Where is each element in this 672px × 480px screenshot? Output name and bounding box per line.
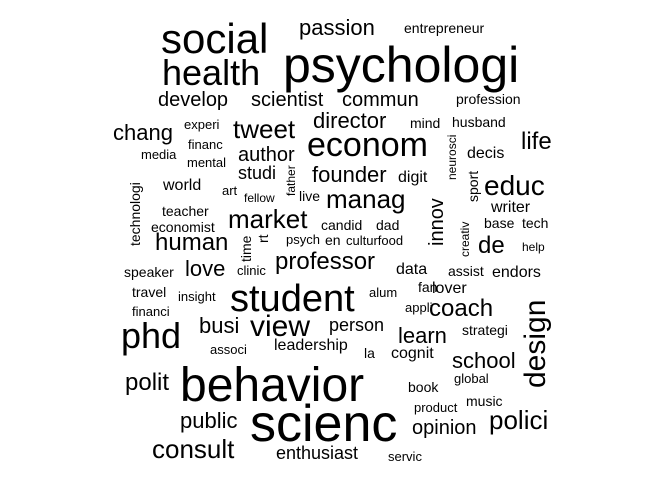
cloud-word: chang [113,120,173,145]
cloud-word: assist [448,263,484,279]
cloud-word: manag [326,184,406,214]
cloud-word: culturfood [346,233,404,248]
cloud-word: dad [376,217,400,233]
cloud-word: clinic [237,263,266,278]
cloud-word: love [185,256,226,281]
cloud-word: behavior [180,359,365,412]
cloud-word: husband [452,114,506,130]
cloud-word: live [299,188,321,204]
cloud-word: economist [151,219,215,235]
cloud-word: writer [491,199,531,216]
cloud-word: tech [522,215,549,231]
cloud-word: mental [187,155,227,170]
cloud-word: neurosci [445,134,459,180]
cloud-word: servic [388,449,422,464]
cloud-word: media [141,147,177,162]
cloud-word: educ [484,170,545,201]
cloud-word: profession [456,91,521,107]
cloud-word: speaker [124,264,174,280]
cloud-word: person [329,315,385,335]
cloud-word: book [408,379,439,395]
cloud-word: technologi [127,182,143,246]
cloud-word: psych [286,232,320,247]
cloud-word: alum [369,285,398,300]
cloud-word: time [238,235,254,262]
cloud-word: market [228,204,308,234]
cloud-word: music [466,393,503,409]
cloud-word: appli [405,300,433,315]
cloud-word: financ [188,137,223,152]
cloud-word: coach [429,295,494,322]
cloud-word: base [484,215,515,231]
cloud-word: tweet [233,114,296,144]
cloud-word: travel [132,284,167,300]
cloud-word: phd [121,315,182,356]
cloud-word: opinion [412,417,477,439]
cloud-word: author [238,144,295,166]
cloud-word: scientist [251,89,324,111]
cloud-word: polici [489,405,549,435]
cloud-word: insight [178,289,216,304]
cloud-word: world [163,177,202,194]
cloud-word: develop [158,89,229,111]
cloud-word: strategi [462,322,508,338]
cloud-word: de [478,232,505,259]
cloud-word: scienc [250,395,398,453]
cloud-word: fan [418,279,438,295]
cloud-word: school [452,348,516,373]
cloud-word: director [313,108,387,133]
cloud-word: social [161,15,269,62]
cloud-word: rt [255,234,271,243]
cloud-word: digit [398,169,428,186]
cloud-word: creativ [458,221,472,257]
cloud-word: fellow [244,191,275,205]
cloud-word: econom [307,126,428,164]
cloud-word: mind [410,115,441,131]
cloud-word: sport [465,170,481,202]
cloud-word: human [155,229,229,256]
cloud-word: en [325,232,341,248]
cloud-word: passion [299,15,375,40]
cloud-word: public [180,408,238,433]
cloud-word: innov [426,198,448,246]
cloud-word: art [222,183,238,198]
cloud-word: financi [132,304,170,319]
cloud-word: data [396,261,428,278]
cloud-word: health [162,52,261,93]
cloud-word: enthusiast [276,443,359,463]
cloud-word: product [414,400,458,415]
cloud-word: leadership [274,337,348,354]
cloud-word: entrepreneur [404,20,485,36]
cloud-word: founder [312,162,387,187]
cloud-word: busi [199,313,240,338]
cloud-word: teacher [162,203,209,219]
cloud-word: professor [275,248,376,275]
cloud-word: student [230,278,355,320]
cloud-word: psychologi [283,37,520,93]
cloud-word: commun [342,89,419,111]
cloud-word: la [364,345,375,361]
cloud-word: studi [238,163,277,183]
cloud-word: life [521,128,552,155]
cloud-word: polit [125,369,170,396]
cloud-word: consult [152,434,235,464]
cloud-word: candid [321,217,363,233]
cloud-word: help [522,240,545,254]
cloud-word: lover [432,280,467,297]
cloud-word: associ [210,342,247,357]
cloud-word: learn [398,323,447,348]
cloud-word: design [519,299,552,388]
cloud-word: decis [467,145,505,162]
cloud-word: endors [492,264,541,281]
cloud-word: view [250,310,311,343]
cloud-word: father [284,165,298,196]
cloud-word: experi [184,117,220,132]
cloud-word: global [454,371,489,386]
cloud-word: cognit [391,345,434,362]
